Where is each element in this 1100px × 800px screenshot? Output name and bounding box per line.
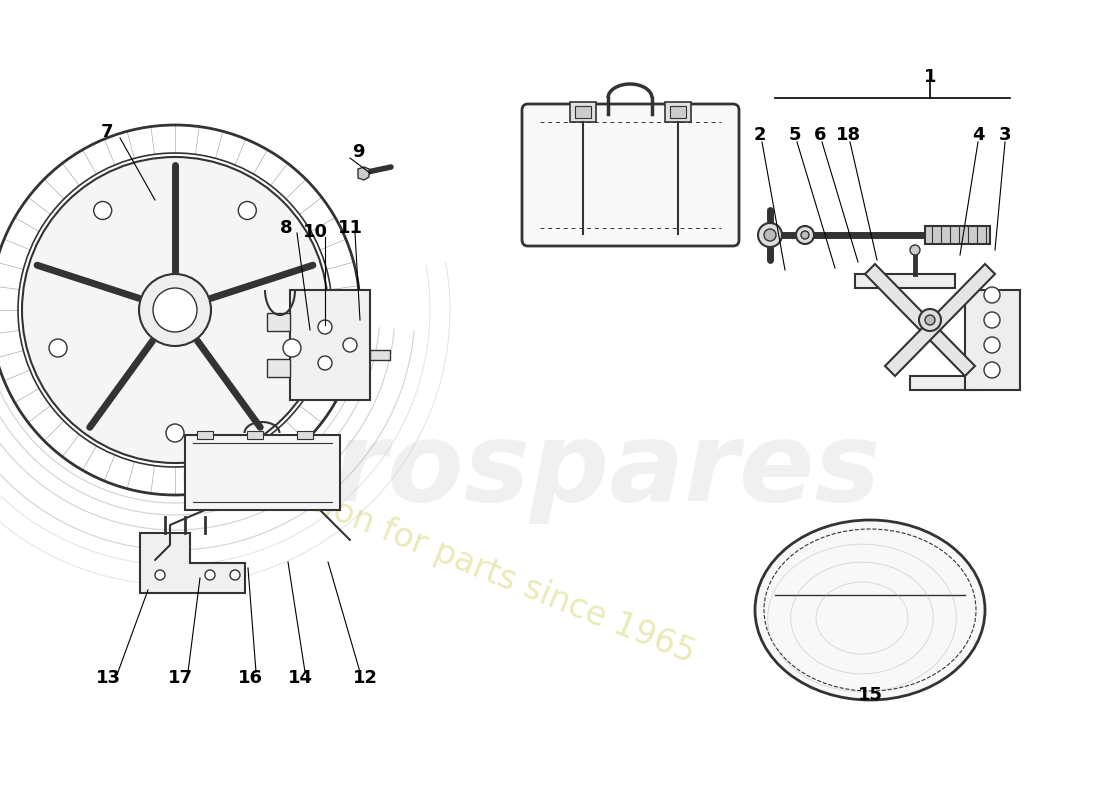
Polygon shape <box>886 264 996 376</box>
Text: 13: 13 <box>96 669 121 687</box>
Text: 5: 5 <box>789 126 801 144</box>
Circle shape <box>22 157 328 463</box>
Text: 2: 2 <box>754 126 767 144</box>
Polygon shape <box>290 290 370 400</box>
Circle shape <box>153 288 197 332</box>
Text: eurospares: eurospares <box>178 417 881 523</box>
Circle shape <box>984 287 1000 303</box>
Circle shape <box>796 226 814 244</box>
Polygon shape <box>267 359 290 377</box>
Text: 4: 4 <box>971 126 984 144</box>
Text: 8: 8 <box>279 219 293 237</box>
Bar <box>855 274 955 288</box>
Bar <box>965 290 1020 390</box>
Circle shape <box>283 339 301 357</box>
Circle shape <box>318 320 332 334</box>
Text: 18: 18 <box>835 126 860 144</box>
Bar <box>575 106 591 118</box>
Circle shape <box>318 356 332 370</box>
Circle shape <box>205 570 214 580</box>
Bar <box>248 431 263 439</box>
FancyBboxPatch shape <box>522 104 739 246</box>
Bar <box>185 435 340 510</box>
Text: a passion for parts since 1965: a passion for parts since 1965 <box>220 450 700 670</box>
Polygon shape <box>865 264 975 376</box>
Polygon shape <box>358 167 368 180</box>
Text: 15: 15 <box>858 686 882 704</box>
Text: 9: 9 <box>352 143 364 161</box>
Bar <box>666 102 691 122</box>
Circle shape <box>230 570 240 580</box>
Text: 14: 14 <box>287 669 312 687</box>
Ellipse shape <box>755 520 984 700</box>
Circle shape <box>984 362 1000 378</box>
Bar <box>670 106 686 118</box>
Circle shape <box>984 312 1000 328</box>
Bar <box>910 376 980 390</box>
Text: 3: 3 <box>999 126 1011 144</box>
Text: 16: 16 <box>238 669 263 687</box>
Text: 12: 12 <box>352 669 377 687</box>
Circle shape <box>764 229 776 241</box>
Bar <box>570 102 596 122</box>
Circle shape <box>155 570 165 580</box>
Polygon shape <box>370 350 390 360</box>
Bar <box>925 226 990 244</box>
Circle shape <box>139 274 211 346</box>
Circle shape <box>801 231 808 239</box>
Text: 7: 7 <box>101 123 113 141</box>
Circle shape <box>239 202 256 219</box>
Text: 11: 11 <box>338 219 363 237</box>
Polygon shape <box>267 313 290 331</box>
Text: 17: 17 <box>167 669 192 687</box>
Circle shape <box>918 309 940 331</box>
Polygon shape <box>140 533 245 593</box>
Text: 10: 10 <box>302 223 328 241</box>
Circle shape <box>984 337 1000 353</box>
Circle shape <box>166 424 184 442</box>
Text: 6: 6 <box>814 126 826 144</box>
Circle shape <box>910 245 920 255</box>
Bar <box>297 431 313 439</box>
Bar <box>197 431 213 439</box>
Text: 1: 1 <box>924 68 936 86</box>
Circle shape <box>343 338 358 352</box>
Circle shape <box>50 339 67 357</box>
Circle shape <box>758 223 782 247</box>
Circle shape <box>925 315 935 325</box>
Circle shape <box>94 202 112 219</box>
